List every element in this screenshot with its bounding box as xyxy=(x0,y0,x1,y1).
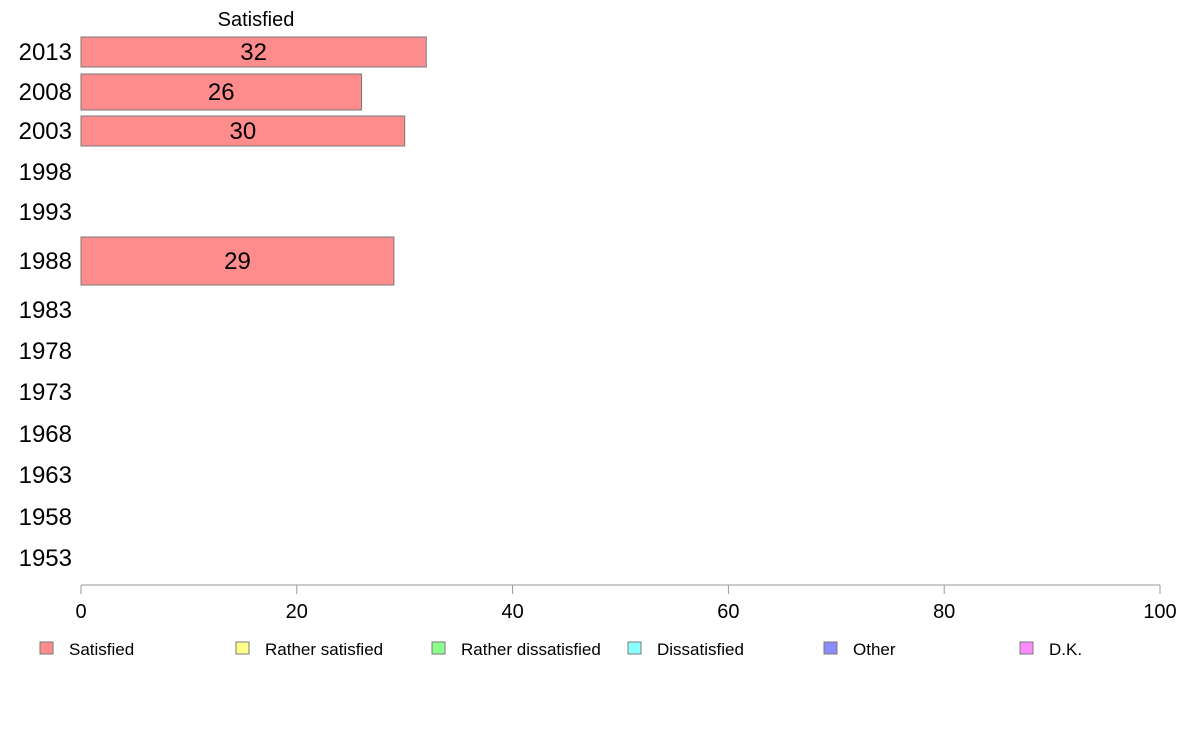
data-label-1988: 29 xyxy=(224,248,251,275)
legend-item: Dissatisfied xyxy=(627,640,744,659)
y-axis-labels: 2013 2008 2003 1998 1993 1988 1983 1978 1973 1968… xyxy=(19,39,72,572)
y-tick-label: 1963 xyxy=(19,462,72,489)
y-tick-label: 1978 xyxy=(19,338,72,365)
legend-item: Rather satisfied xyxy=(235,640,383,659)
x-tick-label: 40 xyxy=(501,601,523,623)
legend-label: Rather dissatisfied xyxy=(461,640,601,659)
legend-swatch xyxy=(627,641,642,655)
legend-swatch xyxy=(431,641,446,655)
series-header-label: Satisfied xyxy=(218,9,295,31)
y-tick-label: 1973 xyxy=(19,379,72,406)
legend-item: D.K. xyxy=(1019,640,1082,659)
legend-item: Rather dissatisfied xyxy=(431,640,601,659)
legend-swatch xyxy=(823,641,838,655)
legend-swatch xyxy=(39,641,54,655)
x-tick-label: 0 xyxy=(75,601,86,623)
y-tick-label: 2008 xyxy=(19,79,72,106)
x-axis: 0 20 40 60 80 100 xyxy=(75,584,1177,623)
y-tick-label: 1983 xyxy=(19,297,72,324)
legend: Satisfied Rather satisfied Rather dissatis… xyxy=(39,640,1082,659)
bar-2013-series-0 xyxy=(80,36,427,68)
legend-label: Satisfied xyxy=(69,640,134,659)
data-label-2008: 26 xyxy=(208,79,235,106)
bar-2008-series-0 xyxy=(80,73,363,111)
y-tick-label: 1988 xyxy=(19,248,72,275)
data-label-2013: 32 xyxy=(240,39,267,66)
legend-swatch xyxy=(1019,641,1034,655)
legend-item: Satisfied xyxy=(39,640,134,659)
data-label-2003: 30 xyxy=(229,118,256,145)
legend-label: D.K. xyxy=(1049,640,1082,659)
y-tick-label: 2013 xyxy=(19,39,72,66)
legend-label: Rather satisfied xyxy=(265,640,383,659)
y-tick-label: 1998 xyxy=(19,159,72,186)
legend-swatch xyxy=(235,641,250,655)
bar-1988-series-0 xyxy=(80,236,395,286)
legend-label: Dissatisfied xyxy=(657,640,744,659)
y-tick-label: 1953 xyxy=(19,545,72,572)
y-tick-label: 1958 xyxy=(19,504,72,531)
y-tick-label: 2003 xyxy=(19,118,72,145)
y-tick-label: 1968 xyxy=(19,421,72,448)
legend-item: Other xyxy=(823,640,896,659)
legend-label: Other xyxy=(853,640,896,659)
bar-2003-series-0 xyxy=(80,115,406,147)
x-tick-label: 60 xyxy=(717,601,739,623)
x-tick-label: 100 xyxy=(1143,601,1176,623)
y-tick-label: 1993 xyxy=(19,199,72,226)
x-tick-label: 20 xyxy=(286,601,308,623)
x-tick-label: 80 xyxy=(933,601,955,623)
